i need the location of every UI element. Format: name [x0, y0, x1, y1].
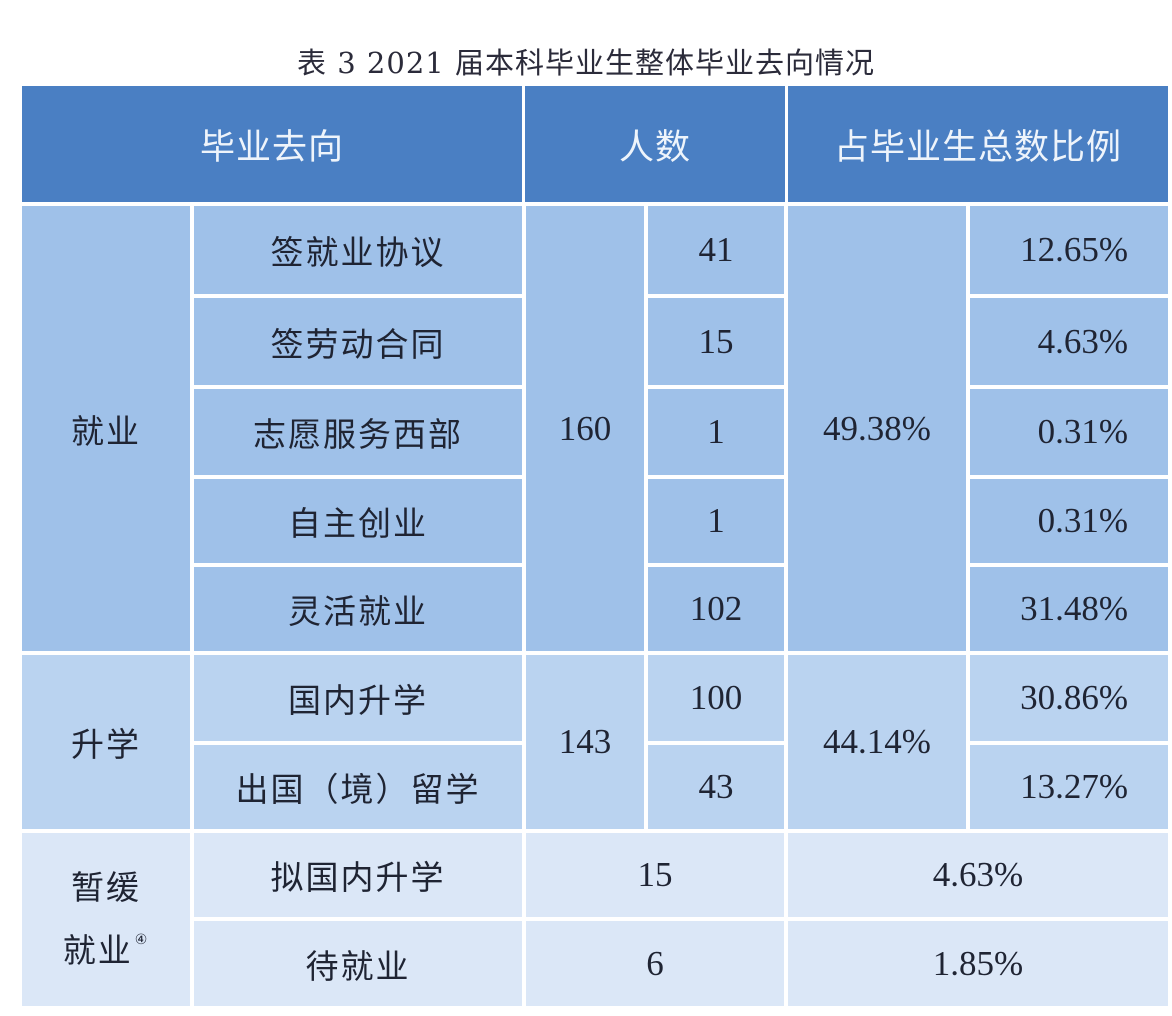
row-count: 1: [648, 389, 784, 475]
header-ratio: 占毕业生总数比例: [788, 86, 1168, 202]
row-ratio: 31.48%: [970, 567, 1168, 651]
table-title: 表 3 2021 届本科毕业生整体毕业去向情况: [297, 46, 875, 80]
row-item: 国内升学: [194, 655, 522, 741]
row-item: 签劳动合同: [194, 298, 522, 385]
row-count: 15: [648, 298, 784, 385]
row-ratio: 4.63%: [788, 833, 1168, 917]
group-label-deferred-line1: 暂缓: [71, 868, 141, 907]
row-item: 灵活就业: [194, 567, 522, 651]
row-ratio: 0.31%: [970, 479, 1168, 563]
row-count: 1: [648, 479, 784, 563]
row-ratio: 13.27%: [970, 745, 1168, 829]
row-count: 15: [526, 833, 784, 917]
row-item: 待就业: [194, 921, 522, 1006]
row-ratio: 30.86%: [970, 655, 1168, 741]
row-count: 102: [648, 567, 784, 651]
row-count: 100: [648, 655, 784, 741]
row-item: 签就业协议: [194, 206, 522, 294]
group-label-employment: 就业: [22, 206, 190, 651]
row-item: 自主创业: [194, 479, 522, 563]
row-count: 43: [648, 745, 784, 829]
row-item: 志愿服务西部: [194, 389, 522, 475]
footnote-marker: ④: [134, 932, 150, 948]
row-count: 41: [648, 206, 784, 294]
header-count: 人数: [525, 86, 785, 202]
group-total-ratio-employment: 49.38%: [788, 206, 966, 651]
group-label-deferred: 暂缓 就业 ④: [22, 833, 190, 1006]
row-count: 6: [526, 921, 784, 1006]
group-label-deferred-line2: 就业 ④: [62, 931, 150, 970]
group-label-further-study: 升学: [22, 655, 190, 829]
group-total-count-further-study: 143: [526, 655, 644, 829]
header-destination: 毕业去向: [22, 86, 522, 202]
row-item: 拟国内升学: [194, 833, 522, 917]
row-ratio: 1.85%: [788, 921, 1168, 1006]
row-ratio: 0.31%: [970, 389, 1168, 475]
group-total-ratio-further-study: 44.14%: [788, 655, 966, 829]
row-item: 出国（境）留学: [194, 745, 522, 829]
row-ratio: 12.65%: [970, 206, 1168, 294]
group-total-count-employment: 160: [526, 206, 644, 651]
row-ratio: 4.63%: [970, 298, 1168, 385]
